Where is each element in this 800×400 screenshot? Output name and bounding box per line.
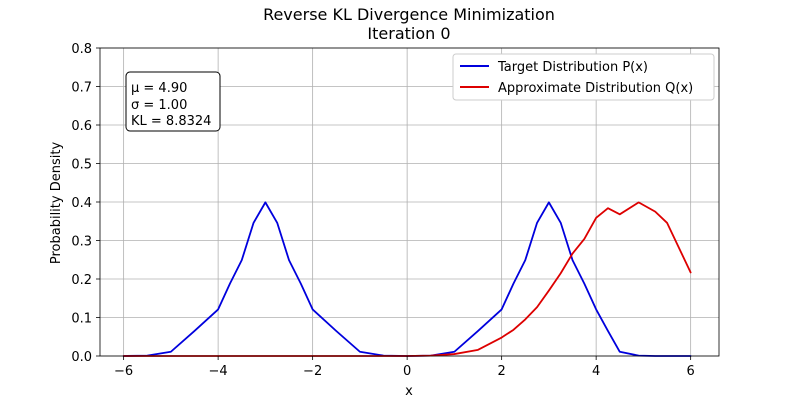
- stats-kl: KL = 8.8324: [131, 114, 211, 129]
- x-axis-label: x: [405, 384, 413, 399]
- x-tick-label: 4: [592, 364, 600, 379]
- x-tick-label: −6: [114, 364, 133, 379]
- legend-frame: [452, 53, 715, 101]
- y-tick-label: 0.5: [71, 158, 92, 173]
- stats-box: μ = 4.90 σ = 1.00 KL = 8.8324: [125, 71, 221, 132]
- y-tick-label: 0.2: [71, 273, 92, 288]
- chart-title: Reverse KL Divergence Minimization: [263, 5, 555, 24]
- y-tick-label: 0.1: [71, 312, 92, 327]
- y-tick-label: 0.4: [71, 196, 92, 211]
- legend-label-approximate: Approximate Distribution Q(x): [498, 81, 693, 96]
- y-tick-label: 0.6: [71, 119, 92, 134]
- y-tick-label: 0.8: [71, 42, 92, 57]
- x-tick-label: 2: [498, 364, 506, 379]
- chart-subtitle: Iteration 0: [367, 24, 450, 43]
- y-tick-label: 0.7: [71, 81, 92, 96]
- x-tick-label: 6: [687, 364, 695, 379]
- x-tick-label: 0: [403, 364, 411, 379]
- y-axis-label: Probability Density: [49, 142, 64, 265]
- legend: Target Distribution P(x) Approximate Dis…: [452, 53, 715, 101]
- plot-frame: [99, 47, 720, 357]
- axes: [96, 47, 720, 360]
- stats-box-frame: [125, 71, 221, 132]
- y-tick-label: 0.0: [71, 350, 92, 365]
- stats-mu: μ = 4.90: [131, 81, 187, 96]
- y-tick-label: 0.3: [71, 235, 92, 250]
- legend-label-target: Target Distribution P(x): [497, 60, 648, 75]
- stats-sigma: σ = 1.00: [131, 98, 187, 113]
- x-tick-label: −4: [209, 364, 228, 379]
- tick-labels: −6 −4 −2 0 2 4 6 0.0 0.1 0.2 0.3 0.4 0.5 0.6 0.7 0.8: [71, 42, 694, 379]
- x-tick-label: −2: [303, 364, 322, 379]
